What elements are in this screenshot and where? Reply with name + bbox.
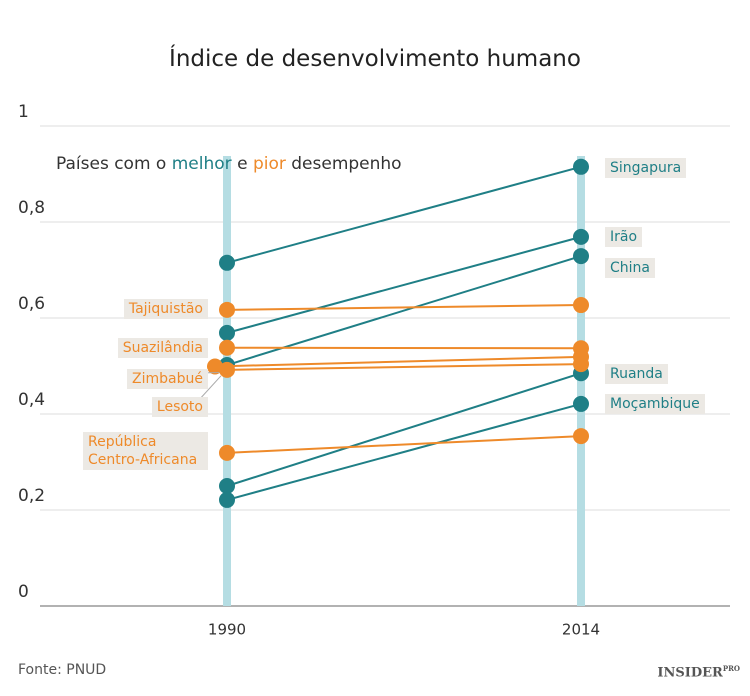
slope-line: [226, 372, 582, 487]
dot: [219, 324, 235, 341]
leader-line: [197, 375, 222, 402]
subtitle-part: desempenho: [291, 154, 402, 174]
subtitle-worst: pior: [252, 154, 286, 174]
slope-line: [226, 304, 582, 311]
dot: [573, 297, 589, 314]
logo: INSIDERPRO: [657, 664, 740, 680]
dot: [573, 428, 589, 445]
y-tick-label: 0,6: [18, 294, 45, 314]
series-label: Moçambique: [605, 394, 705, 414]
series-label: Irão: [605, 227, 643, 247]
category-bar: [223, 156, 231, 606]
dot: [219, 254, 235, 271]
subtitle-part: e: [237, 154, 248, 174]
x-tick-label: 1990: [208, 621, 246, 639]
slope-line: [226, 402, 582, 501]
y-tick-label: 1: [18, 102, 29, 122]
logo-sup: PRO: [722, 664, 740, 673]
y-tick-label: 0,8: [18, 198, 45, 218]
dot: [219, 478, 235, 494]
dot: [573, 395, 589, 412]
dot: [219, 361, 235, 378]
series-label: República Centro-Africana: [83, 432, 208, 470]
source: Fonte: PNUD: [18, 662, 107, 678]
dot: [573, 228, 589, 245]
dot: [219, 339, 235, 356]
y-tick-label: 0,2: [18, 486, 45, 506]
series-label: Lesoto: [151, 397, 208, 417]
dot: [219, 444, 235, 461]
x-tick-label: 2014: [562, 621, 600, 639]
subtitle: Países com o melhor e pior desempenho: [56, 154, 402, 174]
series-label: Singapura: [605, 158, 687, 178]
slope-line: [226, 235, 582, 334]
subtitle-part: Países com o: [56, 154, 167, 174]
chart-title: Índice de desenvolvimento humano: [169, 46, 581, 72]
series-label: Zimbabué: [127, 369, 208, 389]
y-tick-label: 0,4: [18, 390, 45, 410]
dot: [573, 158, 589, 175]
slope-line: [226, 165, 582, 264]
dot: [573, 248, 589, 265]
dot: [219, 301, 235, 318]
slope-line: [226, 435, 582, 454]
dot: [207, 358, 223, 375]
series-label: Tajiquistão: [123, 299, 208, 319]
series-label: China: [605, 258, 655, 278]
subtitle-best: melhor: [171, 154, 232, 174]
slope-line: [214, 355, 582, 368]
logo-text: INSIDER: [657, 665, 723, 681]
series-label: Suazilândia: [117, 338, 208, 358]
dot: [219, 491, 235, 508]
y-tick-label: 0: [18, 582, 29, 602]
dot: [573, 356, 589, 373]
series-label: Ruanda: [605, 364, 668, 384]
slope-line: [226, 363, 582, 371]
